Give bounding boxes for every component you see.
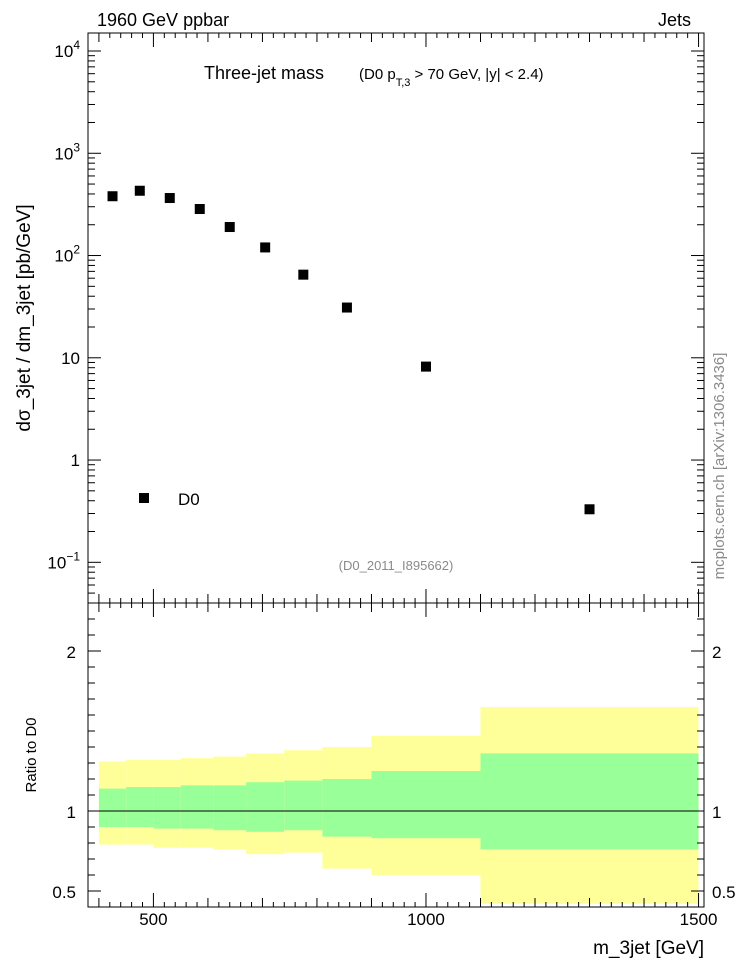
ratio-y-tick-label-right: 0.5	[712, 883, 736, 902]
ratio-panel: 0.5 0.5 1 1 2 2 500 1000 1500	[52, 33, 736, 929]
data-point	[134, 185, 145, 196]
title-cut-b: > 70 GeV, |y| < 2.4)	[410, 66, 543, 83]
main-y-tick-label: 1	[71, 451, 80, 470]
ratio-y-tick-label: 0.5	[52, 883, 76, 902]
inner-band	[180, 785, 214, 829]
main-y-ticks: 10−1 1 10 102 103 104	[47, 38, 704, 604]
data-point	[260, 242, 271, 253]
x-tick-label: 1500	[680, 910, 718, 929]
data-point	[194, 204, 205, 215]
data-point	[224, 222, 235, 233]
data-point	[164, 193, 175, 204]
ratio-y-ticks: 0.5 0.5 1 1 2 2	[52, 618, 736, 902]
inner-band	[98, 788, 127, 827]
main-frame	[87, 32, 705, 604]
x-tick-label: 500	[139, 910, 167, 929]
analysis-tag: (D0_2011_I895662)	[339, 558, 454, 573]
ratio-y-tick-label-right: 2	[712, 643, 721, 662]
data-point	[420, 361, 431, 372]
inner-band	[322, 779, 372, 837]
inner-band	[213, 785, 247, 831]
data-point	[341, 302, 352, 313]
data-point	[107, 191, 118, 202]
ratio-y-tick-label-right: 1	[712, 803, 721, 822]
ratio-bands	[98, 707, 699, 904]
main-y-tick-label: 10	[61, 349, 80, 368]
ratio-y-tick-label: 2	[67, 643, 76, 662]
inner-band	[480, 753, 699, 850]
plot-title: Three-jet mass	[204, 63, 324, 83]
title-cut-a: (D0 p	[359, 66, 396, 83]
inner-band	[153, 787, 181, 829]
watermark: mcplots.cern.ch [arXiv:1306.3436]	[711, 353, 728, 580]
x-axis-label: m_3jet [GeV]	[593, 938, 704, 959]
main-y-label: dσ_3jet / dm_3jet [pb/GeV]	[14, 204, 35, 431]
ratio-y-label: Ratio to D0	[23, 717, 40, 792]
inner-band	[126, 787, 154, 827]
main-y-tick-label: 104	[54, 38, 80, 61]
header-right: Jets	[658, 10, 691, 30]
inner-band	[246, 782, 285, 832]
ratio-y-tick-label: 1	[67, 803, 76, 822]
main-y-tick-label: 102	[54, 243, 80, 266]
main-y-tick-label: 10−1	[47, 549, 80, 572]
x-ticks: 500 1000 1500	[98, 33, 718, 929]
data-point	[298, 269, 309, 280]
main-y-tick-label: 103	[54, 140, 80, 163]
data-point	[584, 504, 595, 515]
inner-band	[371, 771, 481, 839]
title-cut-sub: T,3	[396, 77, 411, 89]
plot-title-cut: (D0 pT,3 > 70 GeV, |y| < 2.4)	[359, 66, 544, 89]
legend-label: D0	[178, 490, 200, 509]
main-panel: Three-jet mass (D0 pT,3 > 70 GeV, |y| < …	[47, 32, 705, 604]
header-left: 1960 GeV ppbar	[97, 10, 229, 30]
legend-marker	[139, 493, 149, 503]
main-markers	[107, 185, 595, 515]
x-tick-label: 1000	[407, 910, 445, 929]
inner-band	[284, 780, 323, 831]
ratio-frame	[87, 602, 705, 908]
